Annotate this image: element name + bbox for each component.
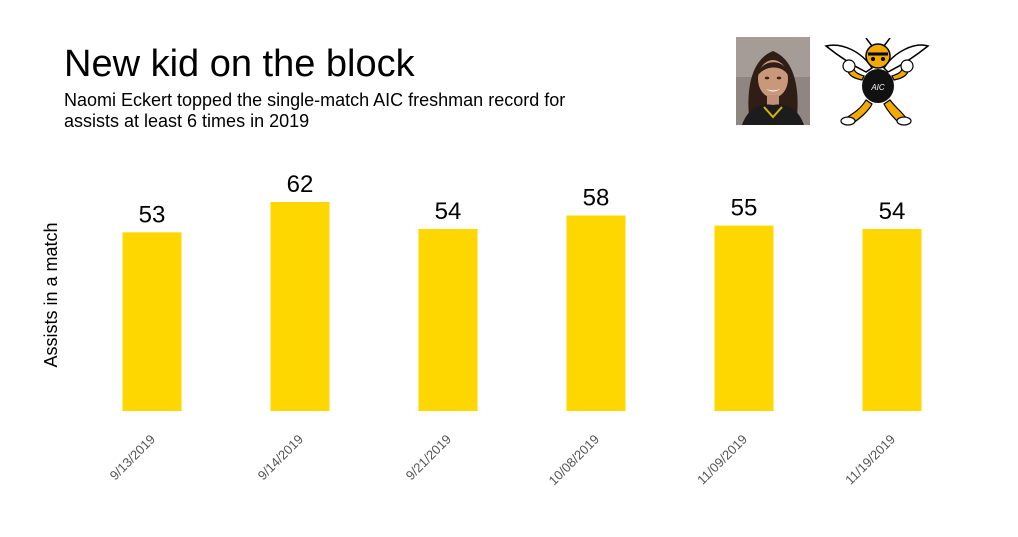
x-tick-label: 11/09/2019 bbox=[694, 432, 750, 488]
bar bbox=[270, 202, 330, 411]
bar-value-label: 54 bbox=[435, 198, 462, 225]
bar bbox=[714, 225, 774, 411]
bar-value-label: 54 bbox=[879, 198, 906, 225]
mascot-logo: AIC bbox=[824, 38, 930, 126]
x-tick-label: 11/19/2019 bbox=[842, 432, 898, 488]
y-axis-label: Assists in a match bbox=[41, 222, 61, 367]
player-photo bbox=[736, 37, 810, 125]
bar-value-label: 53 bbox=[139, 201, 166, 228]
bar-value-label: 58 bbox=[583, 185, 610, 212]
chart-title: New kid on the block bbox=[64, 43, 415, 85]
bar-value-label: 62 bbox=[287, 171, 314, 198]
x-tick-label: 9/14/2019 bbox=[255, 432, 307, 484]
chart-subtitle: Naomi Eckert topped the single-match AIC… bbox=[64, 90, 566, 131]
bar bbox=[862, 229, 922, 411]
bar bbox=[418, 229, 478, 411]
mascot-text: AIC bbox=[870, 83, 885, 92]
bar bbox=[122, 232, 182, 411]
x-tick-label: 9/21/2019 bbox=[403, 432, 455, 484]
bar-value-label: 55 bbox=[731, 195, 758, 222]
x-tick-label: 10/08/2019 bbox=[545, 432, 602, 489]
bar bbox=[566, 215, 626, 411]
x-tick-label: 9/13/2019 bbox=[107, 432, 159, 484]
